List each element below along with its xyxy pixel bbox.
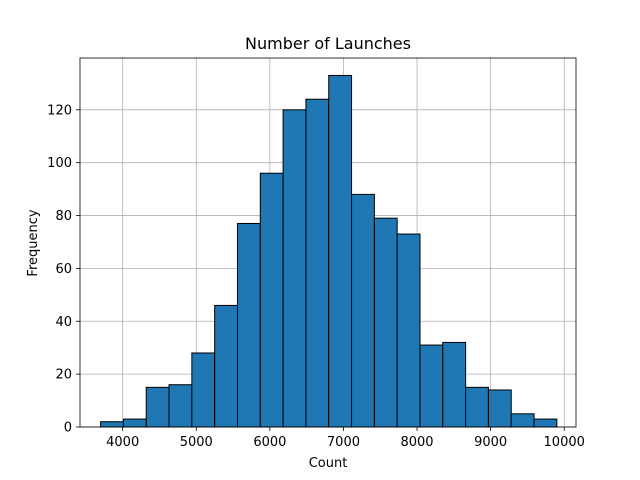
histogram-bar-13	[396, 233, 421, 428]
histogram-bar-9	[305, 98, 330, 428]
histogram-bar-8	[282, 109, 307, 428]
histogram-bar-6	[236, 222, 261, 428]
histogram-bar-1	[122, 418, 147, 428]
chart-title: Number of Launches	[245, 34, 411, 53]
y-tick-label-5: 100	[47, 156, 72, 171]
x-tick-label-2: 6000	[253, 435, 286, 450]
histogram-bar-14	[419, 344, 444, 428]
histogram-bar-5	[214, 304, 238, 428]
x-tick-label-1: 5000	[180, 435, 213, 450]
histogram-bar-18	[510, 413, 535, 428]
histogram-bar-2	[145, 386, 170, 428]
histogram-bar-16	[465, 386, 489, 428]
histogram-bar-7	[259, 172, 284, 428]
histogram-bar-17	[487, 389, 512, 428]
x-tick-label-6: 10000	[544, 435, 585, 450]
x-tick-label-0: 4000	[106, 435, 139, 450]
plot-area-frame	[79, 57, 577, 428]
y-axis-ticks: 0 20 40 60 80 100 120	[47, 103, 80, 436]
x-axis-label: Count	[309, 456, 348, 471]
x-axis-ticks: 4000 5000 6000 7000 8000 9000 10000	[106, 427, 585, 450]
y-tick-label-2: 40	[55, 315, 72, 330]
y-tick-label-1: 20	[55, 368, 72, 383]
histogram-bar-4	[191, 352, 216, 428]
histogram-bar-0	[100, 421, 124, 428]
histogram-bar-3	[168, 384, 193, 428]
x-tick-label-4: 8000	[400, 435, 433, 450]
y-tick-label-4: 80	[55, 209, 72, 224]
histogram-bar-10	[328, 74, 353, 428]
y-tick-label-6: 120	[47, 103, 72, 118]
y-tick-label-0: 0	[64, 421, 72, 436]
histogram-bar-12	[373, 217, 398, 428]
x-tick-label-3: 7000	[327, 435, 360, 450]
histogram-bars	[100, 74, 558, 428]
histogram-bar-11	[351, 193, 375, 428]
histogram-bar-15	[442, 341, 467, 428]
y-tick-label-3: 60	[55, 262, 72, 277]
histogram-bar-19	[533, 418, 558, 428]
y-axis-label: Frequency	[26, 209, 41, 276]
x-tick-label-5: 9000	[474, 435, 507, 450]
